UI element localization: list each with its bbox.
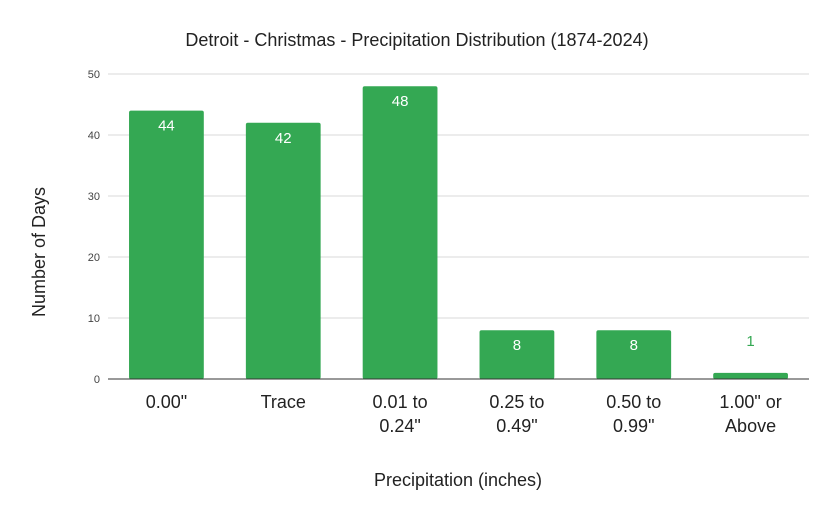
x-tick-label: 0.25 to 0.49": [489, 392, 544, 436]
gridlines: [108, 73, 809, 319]
data-label: 1: [746, 333, 754, 350]
x-tick-label-line: 0.99": [613, 416, 654, 436]
x-tick-label-line: 0.00": [146, 392, 187, 412]
x-tick-label-line: 0.50 to: [606, 392, 661, 412]
y-tick-label: 0: [94, 374, 100, 386]
y-axis-ticks: 0 10 20 30 40 50: [88, 69, 100, 386]
data-label: 44: [158, 118, 175, 135]
x-tick-label-line: Trace: [261, 392, 306, 412]
x-tick-label-line: 1.00" or: [719, 392, 781, 412]
data-label: 8: [630, 337, 638, 354]
x-tick-label: Trace: [261, 392, 306, 412]
x-tick-label-line: 0.25 to: [489, 392, 544, 412]
x-tick-label-line: 0.01 to: [373, 392, 428, 412]
x-tick-label: 0.00": [146, 392, 187, 412]
bar: [713, 372, 788, 379]
bar: [245, 122, 321, 380]
bar: [596, 330, 672, 379]
x-tick-label-line: 0.24": [379, 416, 420, 436]
y-tick-label: 10: [88, 313, 100, 325]
x-tick-label: 1.00" or Above: [719, 392, 781, 436]
y-axis-title: Number of Days: [29, 187, 49, 317]
x-tick-label: 0.50 to 0.99": [606, 392, 661, 436]
data-label: 8: [513, 337, 521, 354]
x-axis-ticks: 0.00" Trace 0.01 to 0.24" 0.25 to 0.49" 0.50 t…: [146, 392, 782, 436]
bar: [129, 110, 204, 379]
y-tick-label: 40: [88, 130, 100, 142]
bars: [129, 86, 788, 380]
data-labels: 44 42 48 8 8 1: [158, 93, 755, 354]
x-tick-label: 0.01 to 0.24": [373, 392, 428, 436]
data-label: 48: [392, 93, 409, 110]
bar: [479, 330, 555, 379]
x-tick-label-line: Above: [725, 416, 776, 436]
bar: [362, 86, 438, 379]
chart-title: Detroit - Christmas - Precipitation Dist…: [185, 30, 648, 50]
y-tick-label: 30: [88, 191, 100, 203]
y-tick-label: 50: [88, 69, 100, 81]
x-tick-label-line: 0.49": [496, 416, 537, 436]
x-axis-title: Precipitation (inches): [374, 470, 542, 490]
data-label: 42: [275, 130, 292, 147]
y-tick-label: 20: [88, 252, 100, 264]
